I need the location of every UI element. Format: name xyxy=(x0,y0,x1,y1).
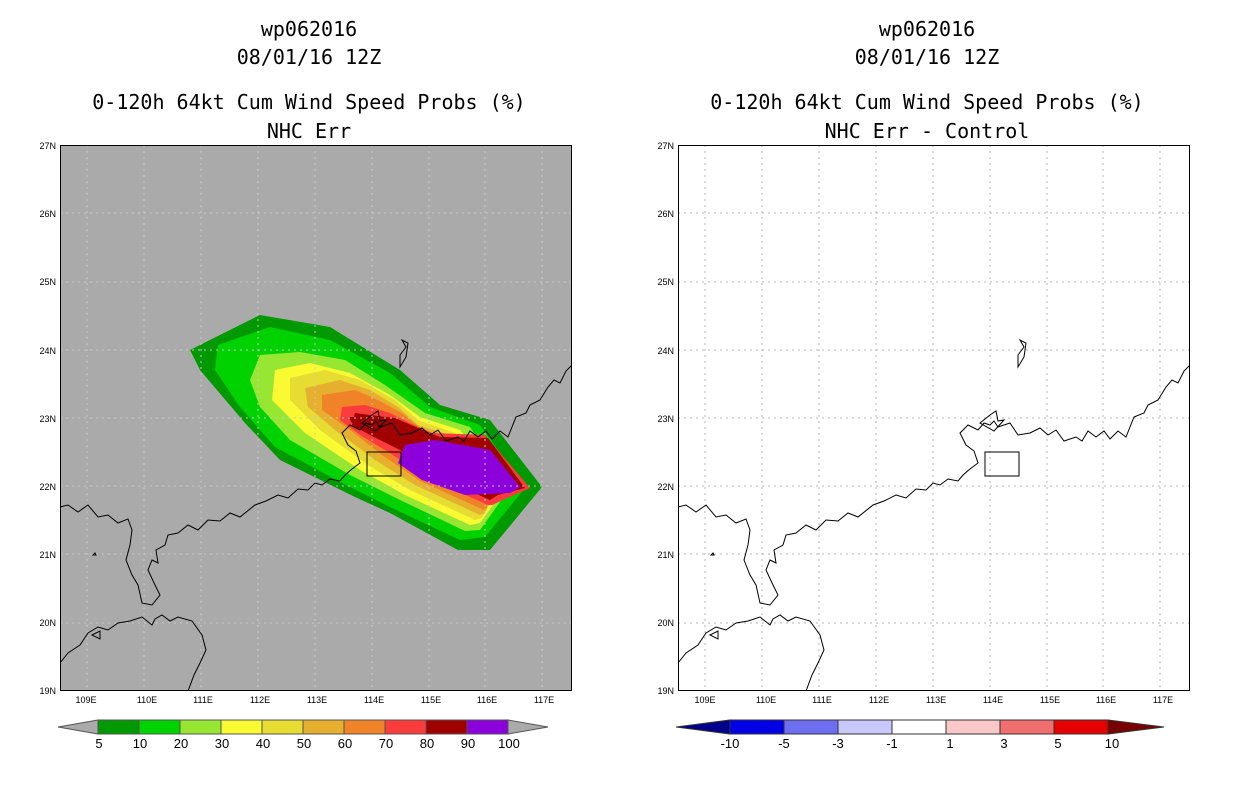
coastlines xyxy=(60,338,572,691)
colorbar-label: 90 xyxy=(460,736,476,751)
colorbar-swatch xyxy=(220,719,263,735)
lon-label: 111E xyxy=(193,695,213,705)
lat-label: 21N xyxy=(657,550,674,560)
lon-label: 112E xyxy=(249,695,271,705)
lat-label: 25N xyxy=(657,277,674,287)
map-background xyxy=(678,145,1190,691)
colorbar-label: 60 xyxy=(337,736,353,751)
colorbar-arrow-high xyxy=(507,719,549,735)
colorbar-label: 40 xyxy=(255,736,271,751)
lat-label: 22N xyxy=(39,482,56,492)
lon-label: 111E xyxy=(812,695,832,705)
colorbar-swatch xyxy=(384,719,427,735)
lon-label: 112E xyxy=(868,695,890,705)
lat-label: 23N xyxy=(39,414,56,424)
lon-label: 115E xyxy=(1039,695,1061,705)
lat-label: 25N xyxy=(39,277,56,287)
lat-label: 20N xyxy=(39,618,56,628)
colorbar-arrow-high xyxy=(1107,719,1165,735)
colorbar-label: 10 xyxy=(132,736,148,751)
colorbar-label: -3 xyxy=(832,736,844,751)
colorbar-label: 20 xyxy=(173,736,189,751)
colorbar-swatch xyxy=(138,719,181,735)
storm-id: wp062016 xyxy=(260,17,358,41)
colorbar-swatch xyxy=(466,719,509,735)
colorbar-swatch xyxy=(891,719,947,735)
difference-map xyxy=(678,145,1190,691)
colorbar-arrow-low xyxy=(58,719,99,735)
lon-label: 109E xyxy=(694,695,716,705)
colorbar-label: 50 xyxy=(296,736,312,751)
colorbar-swatch xyxy=(1053,719,1109,735)
graticule xyxy=(60,145,572,691)
lon-label: 116E xyxy=(1095,695,1117,705)
colorbar-swatch xyxy=(302,719,345,735)
colorbar-label: 30 xyxy=(214,736,230,751)
colorbar xyxy=(58,719,549,735)
lon-label: 115E xyxy=(420,695,442,705)
lon-label: 117E xyxy=(533,695,555,705)
forecast-datetime: 08/01/16 12Z xyxy=(236,45,382,69)
colorbar-swatch xyxy=(945,719,1001,735)
lon-label: 110E xyxy=(136,695,158,705)
colorbar-label: 5 xyxy=(95,736,103,751)
colorbar-swatch xyxy=(729,719,785,735)
colorbar-label: 100 xyxy=(498,736,520,751)
lat-label: 26N xyxy=(39,209,56,219)
lat-label: 24N xyxy=(39,346,56,356)
colorbar-swatch xyxy=(179,719,222,735)
lat-label: 19N xyxy=(657,686,674,696)
colorbar-arrow-low xyxy=(676,719,731,735)
map-frame xyxy=(678,145,1190,691)
right-panel: wp062016 08/01/16 12Z 0-120h 64kt Cum Wi… xyxy=(618,0,1236,800)
left-panel: wp062016 08/01/16 12Z 0-120h 64kt Cum Wi… xyxy=(39,17,572,751)
colorbar-swatch xyxy=(425,719,468,735)
probability-contours xyxy=(190,315,542,550)
lon-label: 113E xyxy=(306,695,328,705)
colorbar-label: -5 xyxy=(778,736,790,751)
lon-label: 110E xyxy=(755,695,777,705)
lat-label: 27N xyxy=(657,141,674,151)
colorbar-label: -1 xyxy=(886,736,898,751)
panel-subtitle: NHC Err - Control xyxy=(824,119,1030,143)
product-title: 0-120h 64kt Cum Wind Speed Probs (%) xyxy=(710,90,1144,114)
colorbar-label: 5 xyxy=(1054,736,1062,751)
lat-label: 26N xyxy=(657,209,674,219)
lat-label: 24N xyxy=(657,346,674,356)
colorbar-swatch xyxy=(783,719,839,735)
colorbar-swatch xyxy=(837,719,893,735)
panel-subtitle: NHC Err xyxy=(266,119,352,143)
lon-label: 114E xyxy=(363,695,385,705)
colorbar-label: 70 xyxy=(378,736,394,751)
lat-label: 21N xyxy=(39,550,56,560)
colorbar-label: 3 xyxy=(1000,736,1008,751)
lat-label: 23N xyxy=(657,414,674,424)
product-title: 0-120h 64kt Cum Wind Speed Probs (%) xyxy=(92,90,526,114)
lat-label: 22N xyxy=(657,482,674,492)
lat-label: 20N xyxy=(657,618,674,628)
colorbar-swatch xyxy=(999,719,1055,735)
colorbar-label: -10 xyxy=(720,736,740,751)
lon-label: 116E xyxy=(476,695,498,705)
colorbar-label: 10 xyxy=(1104,736,1120,751)
colorbar-swatch xyxy=(261,719,304,735)
lat-label: 19N xyxy=(39,686,56,696)
map-frame xyxy=(60,145,572,691)
colorbar-swatch xyxy=(97,719,140,735)
colorbar xyxy=(676,719,1165,735)
lon-label: 117E xyxy=(1152,695,1174,705)
lat-label: 27N xyxy=(39,141,56,151)
lon-label: 109E xyxy=(75,695,97,705)
lon-label: 114E xyxy=(982,695,1004,705)
storm-id: wp062016 xyxy=(878,17,976,41)
forecast-datetime: 08/01/16 12Z xyxy=(854,45,1000,69)
probability-map xyxy=(60,145,572,691)
graticule xyxy=(678,145,1190,691)
colorbar-swatch xyxy=(343,719,386,735)
colorbar-label: 1 xyxy=(946,736,954,751)
coastlines xyxy=(678,338,1190,691)
colorbar-label: 80 xyxy=(419,736,435,751)
lon-label: 113E xyxy=(925,695,947,705)
